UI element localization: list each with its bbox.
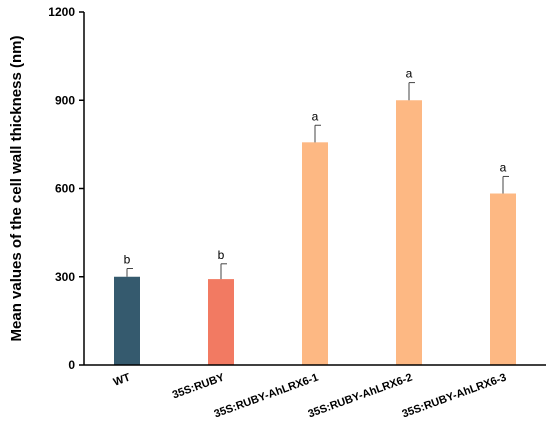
bar xyxy=(302,142,328,365)
significance-labels-group: b b a a a xyxy=(124,67,507,267)
bar xyxy=(208,279,234,365)
significance-letter: a xyxy=(312,109,319,123)
bar xyxy=(396,100,422,365)
x-tick-labels-group: WT 35S:RUBY35S:RUBY-AhLRX6-135S:RUBY-AhLR… xyxy=(112,371,508,420)
significance-letter: b xyxy=(124,253,131,267)
bar xyxy=(114,276,140,365)
significance-letter: a xyxy=(406,67,413,81)
x-tick-label: 35S:RUBY xyxy=(171,371,227,401)
x-tick-label: WT xyxy=(112,371,132,388)
y-axis-label: Mean values of the cell wall thickness (… xyxy=(8,36,25,342)
x-tick-label: 35S:RUBY-AhLRX6-3 xyxy=(401,372,508,421)
significance-letter: b xyxy=(218,248,225,262)
y-ticks-group: 0 300 600 900 1200 xyxy=(48,5,84,372)
error-bars-group xyxy=(126,82,509,280)
y-tick-label: 1200 xyxy=(48,5,75,19)
x-tick-label: 35S:RUBY-AhLRX6-1 xyxy=(213,372,320,421)
significance-letter: a xyxy=(500,160,507,174)
y-tick-label: 0 xyxy=(68,358,75,372)
bars-group xyxy=(114,100,516,365)
bar xyxy=(490,193,516,365)
y-tick-label: 300 xyxy=(55,270,75,284)
y-tick-label: 900 xyxy=(55,93,75,107)
x-tick-label: 35S:RUBY-AhLRX6-2 xyxy=(307,372,414,421)
y-tick-label: 600 xyxy=(55,182,75,196)
